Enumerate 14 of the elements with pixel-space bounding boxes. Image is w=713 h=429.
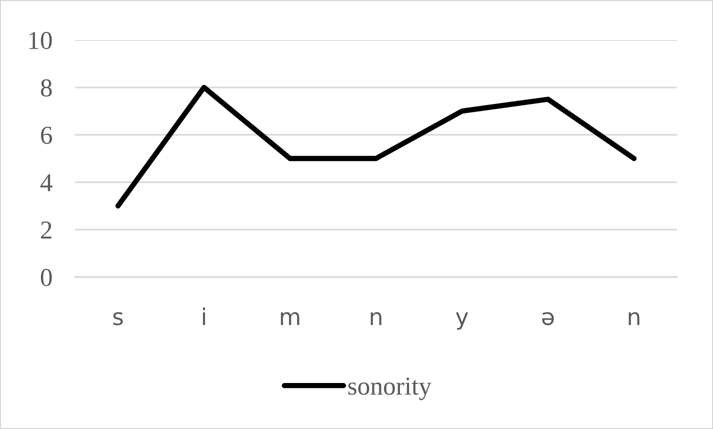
x-tick-label: ə <box>542 312 554 326</box>
x-tick-label: s <box>113 312 123 326</box>
y-tick-label: 6 <box>41 126 52 144</box>
y-tick-label: 0 <box>40 268 52 286</box>
y-tick-label: 8 <box>40 79 52 97</box>
y-tick-label: 4 <box>40 174 52 192</box>
y-tick-label: 10 <box>29 32 52 50</box>
x-tick-label: n <box>370 312 382 325</box>
legend-label: sonority <box>348 378 432 400</box>
y-tick-label: 2 <box>41 222 52 239</box>
x-tick-label: i <box>202 308 206 325</box>
x-tick-label: n <box>628 312 640 325</box>
x-tick-label: y <box>456 312 468 330</box>
x-tick-label: m <box>280 312 300 325</box>
